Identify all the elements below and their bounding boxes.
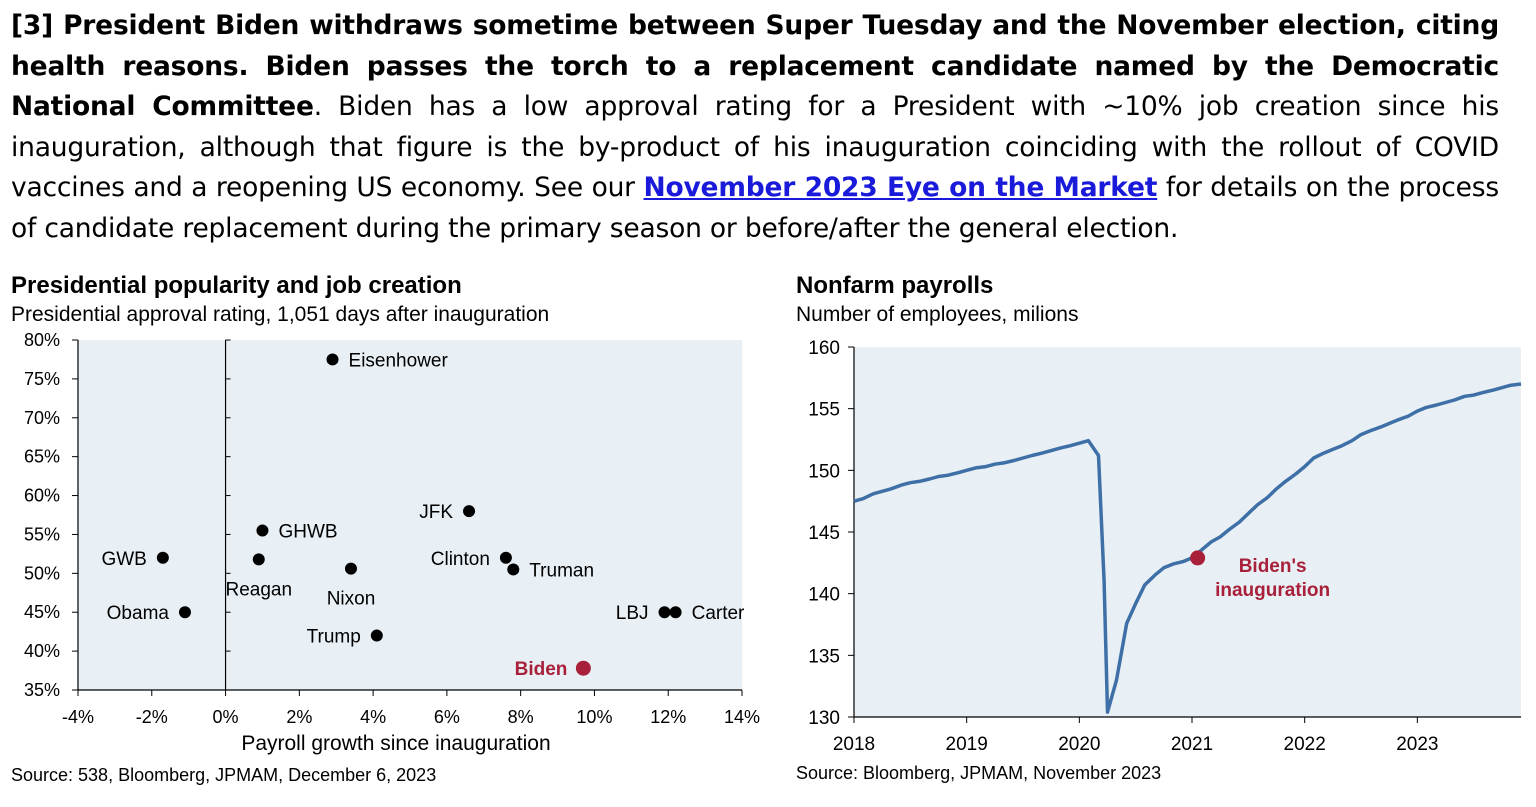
scatter-point-label: Eisenhower [349,350,449,371]
line-y-tick-label: 145 [808,523,840,544]
line-y-tick-label: 155 [808,400,840,421]
scatter-point-label: Clinton [431,549,490,570]
scatter-point-label: Reagan [225,579,292,600]
scatter-point [326,353,339,366]
inauguration-label-line2: inauguration [1215,580,1330,601]
line-plot-area [854,347,1521,717]
right-chart-source: Source: Bloomberg, JPMAM, November 2023 [796,763,1162,783]
scatter-point-label: LBJ [616,603,649,624]
left-chart-title: Presidential popularity and job creation [11,272,462,299]
scatter-x-axis-label: Payroll growth since inauguration [241,732,550,755]
payroll-series-line [853,382,1522,714]
scatter-chart: 35% 40% 45% 50% 55% 60% 65% 70% 75% 80% -4% -2% 0% 2%… [24,330,760,755]
inauguration-label-line1: Biden's [1239,556,1307,577]
scatter-point [178,606,191,619]
scatter-x-tick-label: 12% [650,707,686,727]
line-x-tick-label: 2021 [1171,734,1213,755]
scatter-point-label: GHWB [278,522,337,543]
line-y-tick-label: 140 [808,585,840,606]
scatter-point [344,562,357,575]
line-x-tick-label: 2022 [1284,734,1326,755]
scatter-x-tick-label: 4% [360,707,386,727]
scatter-point [370,629,383,642]
scatter-point [252,553,265,566]
scatter-point-label: JFK [419,502,453,523]
scatter-x-tick-label: -4% [62,707,94,727]
scatter-y-tick-label: 40% [24,641,60,661]
scatter-point [463,505,476,518]
scatter-y-tick-label: 50% [24,563,60,583]
right-chart-title: Nonfarm payrolls [796,272,994,299]
body-text: Biden has a low approval rating for a Pr… [11,91,1499,203]
scatter-point-label: Truman [529,560,594,581]
scatter-point-label: Biden [515,659,568,680]
line-y-tick-label: 130 [808,708,840,729]
scatter-y-tick-label: 80% [24,330,60,350]
scatter-x-tick-label: -2% [136,707,168,727]
line-x-tick-label: 2019 [946,734,988,755]
scatter-point-label: Nixon [327,589,376,610]
scatter-plot-area [78,340,742,690]
scatter-point-label: Trump [307,627,361,648]
left-chart-source: Source: 538, Bloomberg, JPMAM, December … [11,765,437,785]
scatter-x-tick-label: 14% [724,707,760,727]
scatter-point [575,660,591,676]
scatter-point [658,606,671,619]
scatter-point [507,563,520,576]
headline-text: [3] President Biden withdraws sometime b… [11,10,1499,122]
scatter-point [256,524,269,537]
scatter-y-tick-label: 35% [24,680,60,700]
intro-paragraph: [3] President Biden withdraws sometime b… [11,6,1499,249]
scatter-point-label: Obama [107,603,170,624]
inauguration-marker [1190,550,1206,566]
scatter-x-tick-label: 10% [576,707,612,727]
scatter-y-tick-label: 55% [24,524,60,544]
scatter-y-tick-label: 75% [24,369,60,389]
headline-period: . [313,91,339,122]
scatter-point-label: GWB [101,549,146,570]
line-y-tick-label: 135 [808,646,840,667]
scatter-y-tick-label: 70% [24,408,60,428]
scatter-point-label: Carter [692,603,745,624]
scatter-y-tick-label: 60% [24,486,60,506]
line-x-tick-label: 2023 [1396,734,1438,755]
scatter-y-tick-label: 65% [24,447,60,467]
tail-text: for details on the process of candidate … [11,172,1499,244]
left-chart-subtitle: Presidential approval rating, 1,051 days… [11,303,550,326]
scatter-x-tick-label: 8% [508,707,534,727]
scatter-point [156,551,169,564]
scatter-point [669,606,682,619]
line-chart: 130 135 140 145 150 155 160 2018 2019 2020 2021 202… [808,338,1522,755]
right-chart-subtitle: Number of employees, milions [796,303,1079,326]
scatter-y-tick-label: 45% [24,602,60,622]
scatter-x-tick-label: 0% [213,707,239,727]
scatter-x-tick-label: 6% [434,707,460,727]
line-x-tick-label: 2020 [1058,734,1100,755]
scatter-point [499,551,512,564]
scatter-x-tick-label: 2% [286,707,312,727]
line-x-tick-label: 2018 [833,734,875,755]
eye-on-market-link[interactable]: November 2023 Eye on the Market [643,172,1158,203]
line-y-tick-label: 150 [808,461,840,482]
line-y-tick-label: 160 [808,338,840,359]
